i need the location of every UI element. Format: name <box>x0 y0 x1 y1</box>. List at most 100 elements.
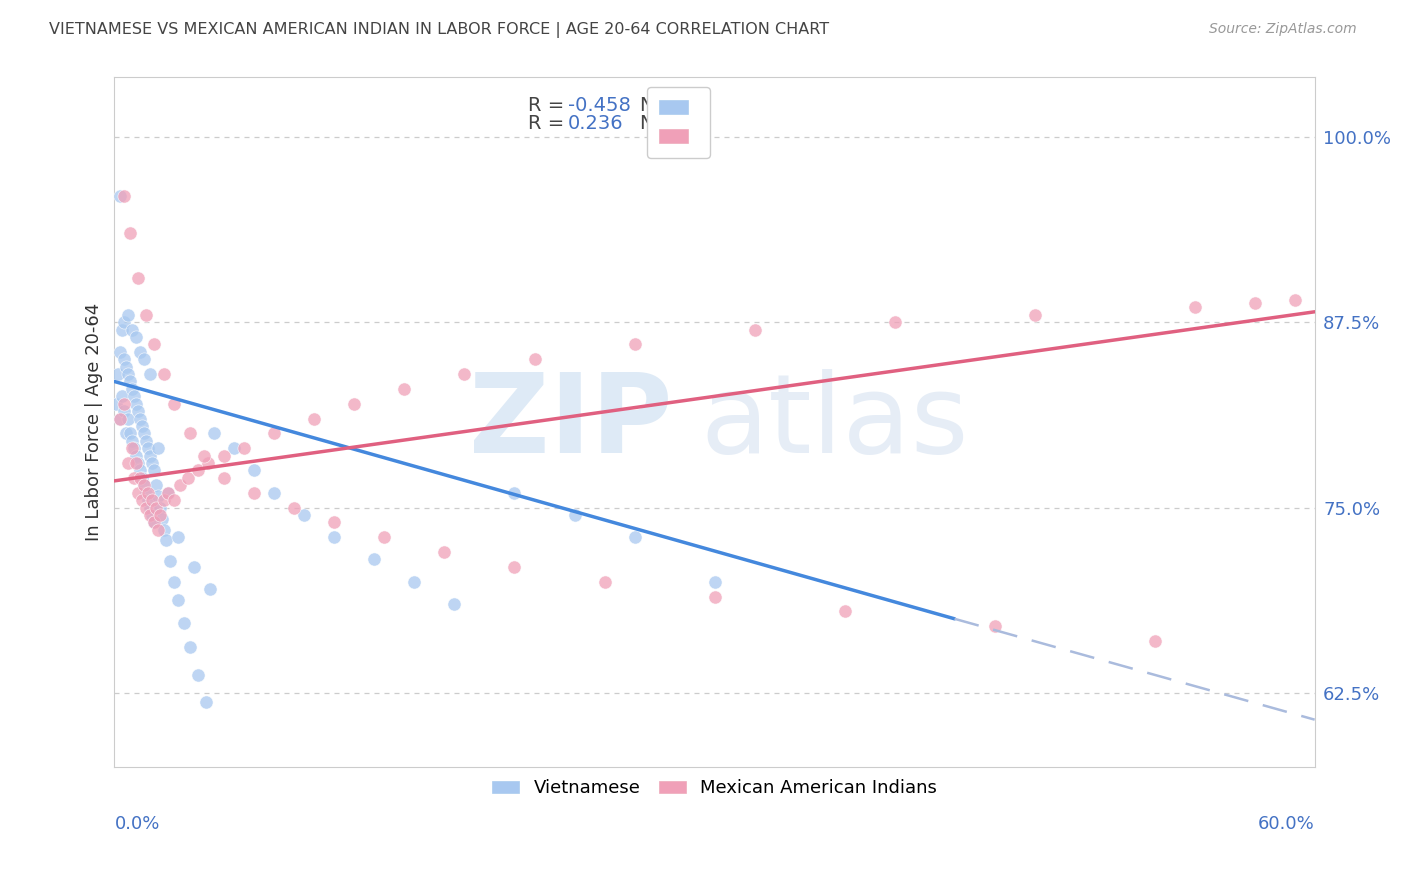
Point <box>363 552 385 566</box>
Point <box>112 189 135 203</box>
Point <box>173 616 195 631</box>
Point <box>744 322 766 336</box>
Point <box>112 352 135 367</box>
Point <box>131 419 153 434</box>
Point <box>110 411 132 425</box>
Point <box>503 560 526 574</box>
Point <box>564 508 586 522</box>
Point <box>127 404 149 418</box>
Point <box>145 478 167 492</box>
Point <box>112 315 135 329</box>
Point <box>143 516 166 530</box>
Text: -0.458: -0.458 <box>568 95 631 114</box>
Point <box>193 449 215 463</box>
Point <box>983 619 1005 633</box>
Point <box>134 352 156 367</box>
Point <box>121 442 143 456</box>
Point <box>394 382 416 396</box>
Point <box>120 426 142 441</box>
Point <box>121 322 143 336</box>
Point <box>503 485 526 500</box>
Point <box>323 516 346 530</box>
Y-axis label: In Labor Force | Age 20-64: In Labor Force | Age 20-64 <box>86 303 103 541</box>
Point <box>127 270 149 285</box>
Point <box>433 545 456 559</box>
Point <box>121 382 143 396</box>
Point <box>111 389 134 403</box>
Text: 77: 77 <box>673 95 699 114</box>
Point <box>134 478 156 492</box>
Point <box>703 574 725 589</box>
Point <box>112 404 135 418</box>
Point <box>124 442 146 456</box>
Point <box>129 411 152 425</box>
Point <box>214 471 236 485</box>
Point <box>135 434 157 448</box>
Point <box>1143 634 1166 648</box>
Point <box>263 485 285 500</box>
Point <box>125 397 148 411</box>
Point <box>138 485 160 500</box>
Point <box>143 516 166 530</box>
Point <box>197 456 219 470</box>
Point <box>141 508 163 522</box>
Point <box>129 344 152 359</box>
Point <box>153 523 176 537</box>
Point <box>167 592 190 607</box>
Point <box>117 456 139 470</box>
Point <box>623 337 645 351</box>
Text: 0.0%: 0.0% <box>114 814 160 832</box>
Point <box>155 533 177 548</box>
Point <box>135 500 157 515</box>
Point <box>115 359 138 374</box>
Point <box>195 695 218 709</box>
Point <box>148 523 170 537</box>
Text: Source: ZipAtlas.com: Source: ZipAtlas.com <box>1209 22 1357 37</box>
Point <box>148 442 170 456</box>
Point <box>294 508 316 522</box>
Point <box>145 500 167 515</box>
Point <box>143 337 166 351</box>
Point <box>125 449 148 463</box>
Point <box>129 471 152 485</box>
Point <box>703 590 725 604</box>
Point <box>304 411 326 425</box>
Point <box>149 500 172 515</box>
Point <box>120 375 142 389</box>
Point <box>177 471 200 485</box>
Point <box>134 478 156 492</box>
Point <box>127 456 149 470</box>
Point <box>138 493 160 508</box>
Text: N =: N = <box>640 95 683 114</box>
Point <box>243 485 266 500</box>
Text: R =: R = <box>529 114 571 133</box>
Point <box>157 485 180 500</box>
Point <box>243 463 266 477</box>
Point <box>135 308 157 322</box>
Point <box>373 530 395 544</box>
Point <box>135 485 157 500</box>
Point <box>107 367 129 381</box>
Point <box>152 512 174 526</box>
Point <box>163 397 186 411</box>
Text: R =: R = <box>529 95 571 114</box>
Point <box>149 508 172 522</box>
Point <box>127 485 149 500</box>
Point <box>443 597 465 611</box>
Point <box>1243 296 1265 310</box>
Point <box>141 493 163 508</box>
Point <box>169 478 191 492</box>
Point <box>121 434 143 448</box>
Point <box>117 367 139 381</box>
Point <box>110 189 132 203</box>
Point <box>453 367 475 381</box>
Point <box>1284 293 1306 307</box>
Point <box>883 315 905 329</box>
Point <box>263 426 285 441</box>
Point <box>214 449 236 463</box>
Point <box>179 640 201 654</box>
Point <box>187 463 209 477</box>
Point <box>593 574 616 589</box>
Point <box>139 449 162 463</box>
Point <box>167 530 190 544</box>
